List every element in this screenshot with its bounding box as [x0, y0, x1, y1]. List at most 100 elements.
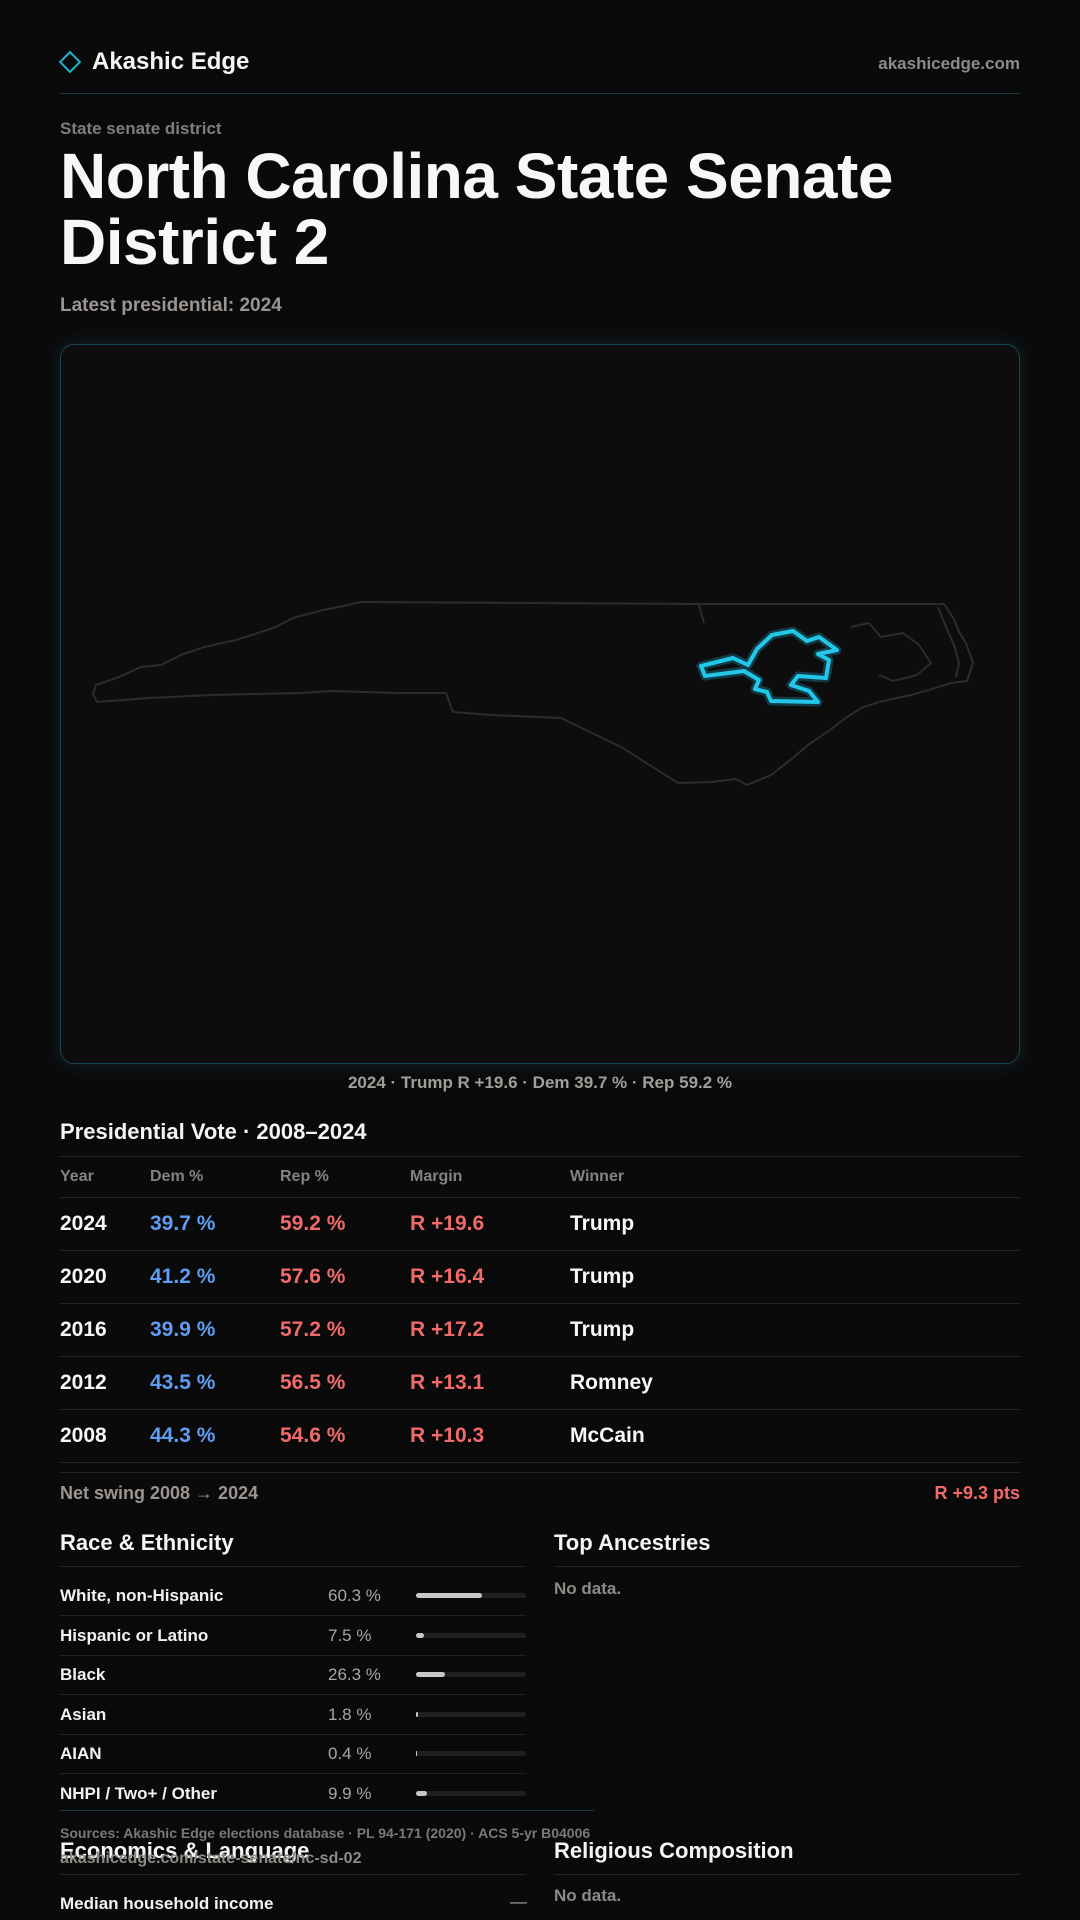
religion-title-divider	[554, 1874, 1020, 1875]
row-margin: R +17.2	[410, 1318, 485, 1341]
race-bar-track	[416, 1751, 526, 1756]
race-bar-fill	[416, 1751, 418, 1756]
race-bar-track	[416, 1672, 526, 1677]
site-url-link[interactable]: akashicedge.com	[878, 54, 1020, 73]
net-swing-value: R +9.3 pts	[934, 1483, 1020, 1503]
page-title: North Carolina State Senate District 2	[60, 140, 893, 278]
row-winner: Trump	[570, 1318, 635, 1341]
row-winner: McCain	[570, 1424, 645, 1447]
economics-title-divider	[60, 1874, 526, 1875]
row-dem-pct: 41.2 %	[150, 1265, 216, 1288]
table-row: 2008 44.3 % 54.6 % R +10.3 McCain	[60, 1410, 1020, 1463]
race-bar-fill	[416, 1593, 483, 1598]
row-rep-pct: 57.2 %	[280, 1318, 346, 1341]
race-bar-track	[416, 1791, 526, 1796]
race-pct: 9.9 %	[328, 1783, 372, 1803]
race-bar-track	[416, 1633, 526, 1638]
list-item: Black 26.3 %	[60, 1655, 526, 1695]
state-inner-line	[698, 604, 705, 624]
race-pct: 26.3 %	[328, 1664, 381, 1684]
column-header-margin: Margin	[410, 1168, 463, 1185]
row-year: 2016	[60, 1318, 107, 1341]
row-rep-pct: 59.2 %	[280, 1212, 346, 1235]
list-item: Hispanic or Latino 7.5 %	[60, 1616, 526, 1656]
race-label: AIAN	[60, 1743, 102, 1763]
row-margin: R +13.1	[410, 1371, 485, 1394]
ancestries-empty-state: No data.	[554, 1579, 622, 1598]
footer-sources: Sources: Akashic Edge elections database…	[60, 1825, 591, 1841]
table-row: 2012 43.5 % 56.5 % R +13.1 Romney	[60, 1357, 1020, 1410]
footer-divider	[60, 1810, 594, 1811]
table-header-row: Year Dem % Rep % Margin Winner	[60, 1157, 1020, 1198]
religion-empty-state: No data.	[554, 1886, 622, 1905]
column-header-dem: Dem %	[150, 1168, 204, 1185]
race-bar-fill	[416, 1712, 418, 1717]
brand[interactable]: Akashic Edge	[58, 48, 250, 76]
list-item: NHPI / Two+ / Other 9.9 %	[60, 1774, 526, 1813]
ancestries-title-divider	[554, 1566, 1020, 1567]
race-bar-fill	[416, 1672, 445, 1677]
table-row: 2024 39.7 % 59.2 % R +19.6 Trump	[60, 1198, 1020, 1251]
race-pct: 7.5 %	[328, 1625, 372, 1645]
state-outline	[92, 601, 974, 786]
race-title-divider	[60, 1566, 526, 1567]
page-subtitle: Latest presidential: 2024	[60, 295, 282, 316]
row-year: 2012	[60, 1371, 107, 1394]
district-2-outline	[699, 629, 839, 704]
row-margin: R +16.4	[410, 1265, 485, 1288]
map-caption: 2024 · Trump R +19.6 · Dem 39.7 % · Rep …	[347, 1073, 733, 1092]
outer-banks-line	[850, 606, 960, 682]
presidential-table: Year Dem % Rep % Margin Winner 2024 39.7…	[60, 1157, 1020, 1463]
religion-section-title: Religious Composition	[554, 1838, 794, 1863]
row-winner: Trump	[570, 1212, 635, 1235]
brand-name: Akashic Edge	[92, 48, 250, 75]
race-bar-fill	[416, 1633, 425, 1638]
median-income-value: —	[510, 1892, 527, 1911]
race-bar-track	[416, 1593, 526, 1598]
page-eyebrow: State senate district	[60, 119, 222, 138]
race-label: Black	[60, 1664, 106, 1684]
race-bar-fill	[416, 1791, 427, 1796]
column-header-rep: Rep %	[280, 1168, 329, 1185]
race-section-title: Race & Ethnicity	[60, 1530, 234, 1555]
column-header-year: Year	[60, 1168, 94, 1185]
footer-url-link[interactable]: akashicedge.com/state-senate/nc-sd-02	[60, 1850, 362, 1867]
race-pct: 0.4 %	[328, 1743, 372, 1763]
row-winner: Trump	[570, 1265, 635, 1288]
ancestries-section-title: Top Ancestries	[554, 1530, 711, 1555]
district-map-svg	[92, 601, 974, 786]
median-income-label: Median household income	[60, 1894, 274, 1913]
column-header-winner: Winner	[570, 1168, 625, 1185]
row-margin: R +19.6	[410, 1212, 485, 1235]
list-item: Asian 1.8 %	[60, 1695, 526, 1735]
row-year: 2020	[60, 1265, 107, 1288]
header-divider	[60, 93, 1020, 94]
table-row: 2016 39.9 % 57.2 % R +17.2 Trump	[60, 1304, 1020, 1357]
list-item: AIAN 0.4 %	[60, 1734, 526, 1774]
row-dem-pct: 43.5 %	[150, 1371, 216, 1394]
presidential-section-title: Presidential Vote · 2008–2024	[60, 1119, 367, 1144]
brand-diamond-icon	[58, 50, 82, 74]
row-dem-pct: 39.9 %	[150, 1318, 216, 1341]
row-winner: Romney	[570, 1371, 653, 1394]
race-label: Asian	[60, 1704, 107, 1724]
row-rep-pct: 56.5 %	[280, 1371, 346, 1394]
district-map[interactable]	[60, 344, 1020, 1064]
race-pct: 60.3 %	[328, 1585, 381, 1605]
row-year: 2008	[60, 1424, 107, 1447]
economics-section-title: Economics & Language	[60, 1838, 310, 1863]
row-dem-pct: 44.3 %	[150, 1424, 216, 1447]
race-pct: 1.8 %	[328, 1704, 372, 1724]
net-swing-label: Net swing 2008 → 2024	[60, 1483, 259, 1503]
race-label: NHPI / Two+ / Other	[60, 1783, 217, 1803]
presidential-title-divider	[60, 1156, 1020, 1157]
row-year: 2024	[60, 1212, 107, 1235]
race-bar-track	[416, 1712, 526, 1717]
row-margin: R +10.3	[410, 1424, 485, 1447]
row-dem-pct: 39.7 %	[150, 1212, 216, 1235]
list-item: White, non-Hispanic 60.3 %	[60, 1576, 526, 1616]
table-row: 2020 41.2 % 57.6 % R +16.4 Trump	[60, 1251, 1020, 1304]
race-label: Hispanic or Latino	[60, 1625, 209, 1645]
district-2-glow	[696, 626, 842, 707]
row-rep-pct: 57.6 %	[280, 1265, 346, 1288]
